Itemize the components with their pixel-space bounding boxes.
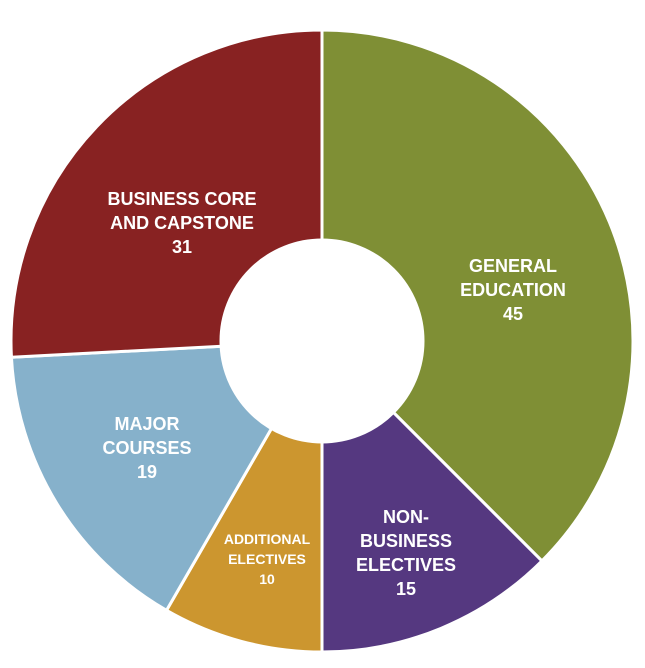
slice-label-general-education: GENERAL EDUCATION 45 <box>460 256 566 324</box>
slice-name-line: NON- <box>383 507 429 527</box>
donut-hole <box>219 238 425 444</box>
slice-label-non-business-electives: NON- BUSINESS ELECTIVES 15 <box>356 507 456 599</box>
slice-name-line: ELECTIVES <box>356 555 456 575</box>
slice-value-label: 10 <box>259 571 275 587</box>
slice-name-line: BUSINESS <box>360 531 452 551</box>
slice-major-courses <box>9 339 324 612</box>
slice-value-label: 15 <box>396 579 416 599</box>
slice-name-line: MAJOR <box>114 414 179 434</box>
slice-value-label: 31 <box>172 237 192 257</box>
slice-name-line: EDUCATION <box>460 280 566 300</box>
slice-name-line: COURSES <box>102 438 191 458</box>
slice-name-line: GENERAL <box>469 256 557 276</box>
slice-value-label: 45 <box>503 304 523 324</box>
slice-name-line: ELECTIVES <box>228 551 306 567</box>
slice-label-business-core-and-capstone: BUSINESS CORE AND CAPSTONE 31 <box>107 189 256 257</box>
slice-labels: GENERAL EDUCATION 45 NON- BUSINESS ELECTIVES 1… <box>102 189 565 599</box>
slice-label-major-courses: MAJOR COURSES 19 <box>102 414 191 482</box>
slice-value-label: 19 <box>137 462 157 482</box>
slice-general-education <box>320 28 635 563</box>
slice-name-line: BUSINESS CORE <box>107 189 256 209</box>
slice-label-additional-electives: ADDITIONAL ELECTIVES 10 <box>224 531 311 587</box>
slice-name-line: ADDITIONAL <box>224 531 311 547</box>
slice-name-line: AND CAPSTONE <box>110 213 254 233</box>
